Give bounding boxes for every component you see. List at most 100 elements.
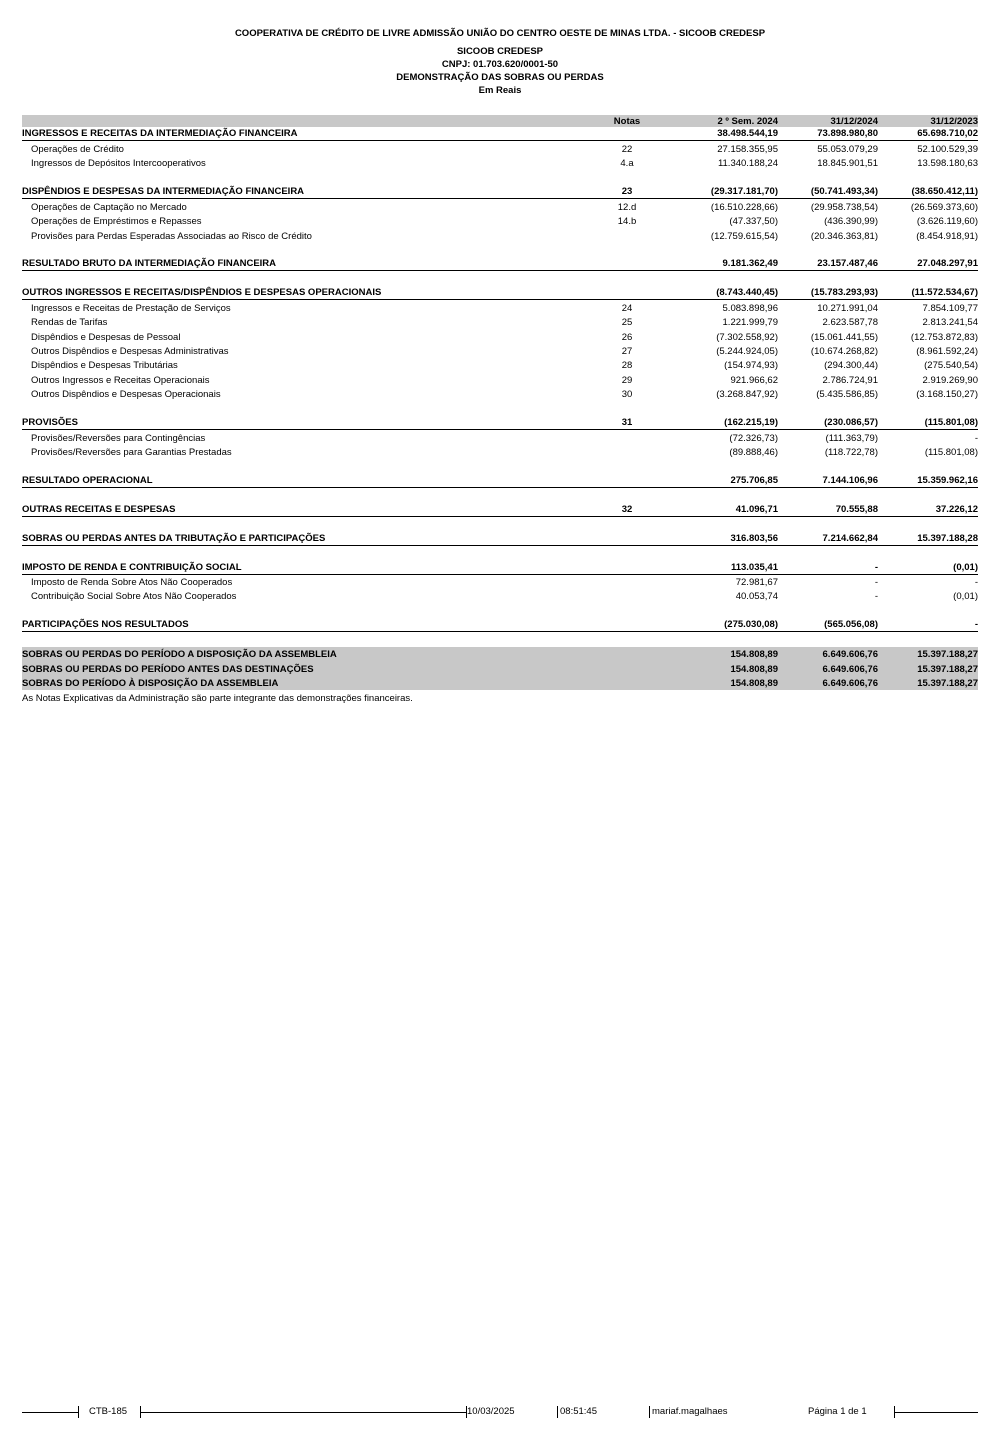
value-2sem-2024: 41.096,71 [735, 503, 778, 515]
value-31-12-2024: (565.056,08) [824, 619, 878, 631]
spacer [22, 401, 978, 415]
value-31-12-2023: - [974, 619, 978, 631]
section-row: PROVISÕES 31 (162.215,19) (230.086,57) (115.… [22, 416, 978, 431]
value-2sem-2024: 1.221.999,79 [722, 317, 778, 329]
value-31-12-2023: 15.397.188,28 [917, 532, 978, 544]
value-2sem-2024: (275.030,08) [724, 619, 778, 631]
value-2sem-2024: (5.244.924,05) [716, 346, 778, 357]
col-2sem-2024: 2 º Sem. 2024 [717, 116, 778, 127]
row-label: DISPÊNDIOS E DESPESAS DA INTERMEDIAÇÃO F… [22, 186, 305, 198]
spacer [22, 170, 978, 184]
row-label: Provisões/Reversões para Contingências [31, 432, 206, 444]
value-2sem-2024: (72.326,73) [729, 432, 778, 444]
row-label: RESULTADO BRUTO DA INTERMEDIAÇÃO FINANCE… [22, 258, 277, 270]
row-label: Ingressos e Receitas de Prestação de Ser… [31, 302, 231, 314]
row-label: Outros Dispêndios e Despesas Administrat… [31, 346, 229, 357]
row-notas: 22 [621, 143, 633, 155]
value-31-12-2024: (5.435.586,85) [816, 389, 878, 401]
value-31-12-2023: (115.801,08) [924, 417, 978, 429]
row-label: OUTRAS RECEITAS E DESPESAS [22, 503, 176, 515]
row-label: IMPOSTO DE RENDA E CONTRIBUIÇÃO SOCIAL [22, 561, 242, 573]
row-notas: 25 [621, 317, 633, 329]
value-31-12-2024: (10.674.268,82) [810, 346, 878, 357]
value-2sem-2024: 921.966,62 [730, 374, 778, 386]
footer-divider [78, 1406, 79, 1418]
value-2sem-2024: (7.302.558,92) [716, 331, 778, 343]
item-row: Outros Dispêndios e Despesas Operacionai… [22, 387, 978, 401]
value-31-12-2023: (12.753.872,83) [910, 331, 978, 343]
value-31-12-2024: - [874, 561, 878, 573]
value-2sem-2024: 5.083.898,96 [722, 302, 778, 314]
value-31-12-2024: 7.214.662,84 [822, 532, 878, 544]
section-row: SOBRAS OU PERDAS ANTES DA TRIBUTAÇÃO E P… [22, 531, 978, 546]
section-row: PARTICIPAÇÕES NOS RESULTADOS (275.030,08)… [22, 618, 978, 633]
value-31-12-2024: 73.898.980,80 [817, 128, 878, 140]
spacer [22, 271, 978, 285]
value-2sem-2024: 154.808,89 [730, 678, 778, 690]
value-31-12-2024: (15.061.441,55) [810, 331, 878, 343]
row-notas: 27 [621, 346, 633, 357]
row-notas: 4.a [620, 158, 634, 170]
value-31-12-2023: 27.048.297,91 [917, 258, 978, 270]
value-31-12-2023: (38.650.412,11) [911, 186, 978, 198]
value-2sem-2024: (154.974,93) [724, 360, 778, 372]
value-31-12-2024: 70.555,88 [835, 503, 878, 515]
row-label: Operações de Empréstimos e Repasses [31, 216, 202, 228]
section-row: IMPOSTO DE RENDA E CONTRIBUIÇÃO SOCIAL 11… [22, 560, 978, 575]
print-date: 10/03/2025 [467, 1406, 515, 1417]
row-label: OUTROS INGRESSOS E RECEITAS/DISPÊNDIOS E… [22, 287, 382, 299]
value-31-12-2023: 37.226,12 [935, 503, 978, 515]
row-label: Operações de Crédito [31, 143, 124, 155]
value-31-12-2023: 15.397.188,27 [917, 678, 978, 690]
value-31-12-2024: (20.346.363,81) [810, 230, 878, 242]
value-31-12-2023: 15.397.188,27 [917, 663, 978, 675]
report-code: CTB-185 [89, 1406, 128, 1417]
value-31-12-2024: 2.786.724,91 [822, 374, 878, 386]
value-31-12-2024: (50.741.493,34) [810, 186, 878, 198]
value-31-12-2023: - [974, 577, 978, 588]
value-31-12-2024: (118.722,78) [824, 447, 878, 459]
value-31-12-2024: 55.053.079,29 [817, 143, 878, 155]
row-label: INGRESSOS E RECEITAS DA INTERMEDIAÇÃO FI… [22, 128, 298, 140]
value-2sem-2024: (16.510.228,66) [710, 201, 778, 213]
value-2sem-2024: (47.337,50) [729, 216, 778, 228]
row-label: Provisões para Perdas Esperadas Associad… [31, 230, 312, 242]
value-31-12-2023: 65.698.710,02 [917, 128, 978, 140]
value-31-12-2024: (15.783.293,93) [810, 287, 878, 299]
section-row: RESULTADO BRUTO DA INTERMEDIAÇÃO FINANCE… [22, 257, 978, 272]
total-row: SOBRAS DO PERÍODO À DISPOSIÇÃO DA ASSEMB… [22, 675, 978, 691]
value-2sem-2024: (12.759.615,54) [710, 230, 778, 242]
value-31-12-2024: (230.086,57) [824, 417, 878, 429]
value-31-12-2023: 7.854.109,77 [922, 302, 978, 314]
value-2sem-2024: 27.158.355,95 [717, 143, 778, 155]
row-notas: 29 [621, 374, 633, 386]
value-31-12-2024: - [874, 591, 878, 603]
value-31-12-2023: 2.813.241,54 [922, 317, 978, 329]
value-2sem-2024: 11.340.188,24 [717, 158, 778, 170]
spacer [22, 546, 978, 560]
row-notas: 23 [621, 186, 633, 198]
item-row: Provisões para Perdas Esperadas Associad… [22, 228, 978, 242]
item-row: Dispêndios e Despesas Tributárias 28 (154.… [22, 358, 978, 372]
value-2sem-2024: 9.181.362,49 [722, 258, 778, 270]
value-31-12-2024: (294.300,44) [824, 360, 878, 372]
cnpj: CNPJ: 01.703.620/0001-50 [441, 59, 559, 70]
row-label: SOBRAS DO PERÍODO À DISPOSIÇÃO DA ASSEMB… [22, 678, 279, 690]
item-row: Outros Ingressos e Receitas Operacionais… [22, 372, 978, 386]
col-notas: Notas [613, 116, 641, 127]
short-name: SICOOB CREDESP [456, 46, 544, 57]
value-2sem-2024: 275.706,85 [730, 474, 778, 486]
value-31-12-2023: (3.626.119,60) [916, 216, 978, 228]
value-31-12-2023: (0,01) [953, 591, 978, 603]
value-31-12-2023: (115.801,08) [924, 447, 978, 459]
value-31-12-2024: 2.623.587,78 [822, 317, 878, 329]
value-31-12-2023: (8.961.592,24) [916, 346, 978, 357]
value-31-12-2023: (8.454.918,91) [916, 230, 978, 242]
footer-rule [140, 1412, 466, 1413]
item-row: Imposto de Renda Sobre Atos Não Cooperad… [22, 575, 978, 589]
item-row: Operações de Captação no Mercado 12.d (16.… [22, 199, 978, 213]
footer-divider [557, 1406, 558, 1418]
page-number: Página 1 de 1 [808, 1406, 867, 1417]
value-2sem-2024: 38.498.544,19 [717, 128, 778, 140]
